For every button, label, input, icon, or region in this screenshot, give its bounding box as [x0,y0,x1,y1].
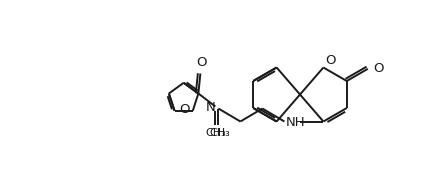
Text: O: O [179,103,190,116]
Text: NH: NH [286,116,305,129]
Text: O: O [196,56,207,70]
Text: CH₃: CH₃ [205,129,226,139]
Text: O: O [325,54,336,66]
Text: N: N [206,101,215,114]
Text: O: O [373,62,383,75]
Text: CH₃: CH₃ [209,129,230,139]
